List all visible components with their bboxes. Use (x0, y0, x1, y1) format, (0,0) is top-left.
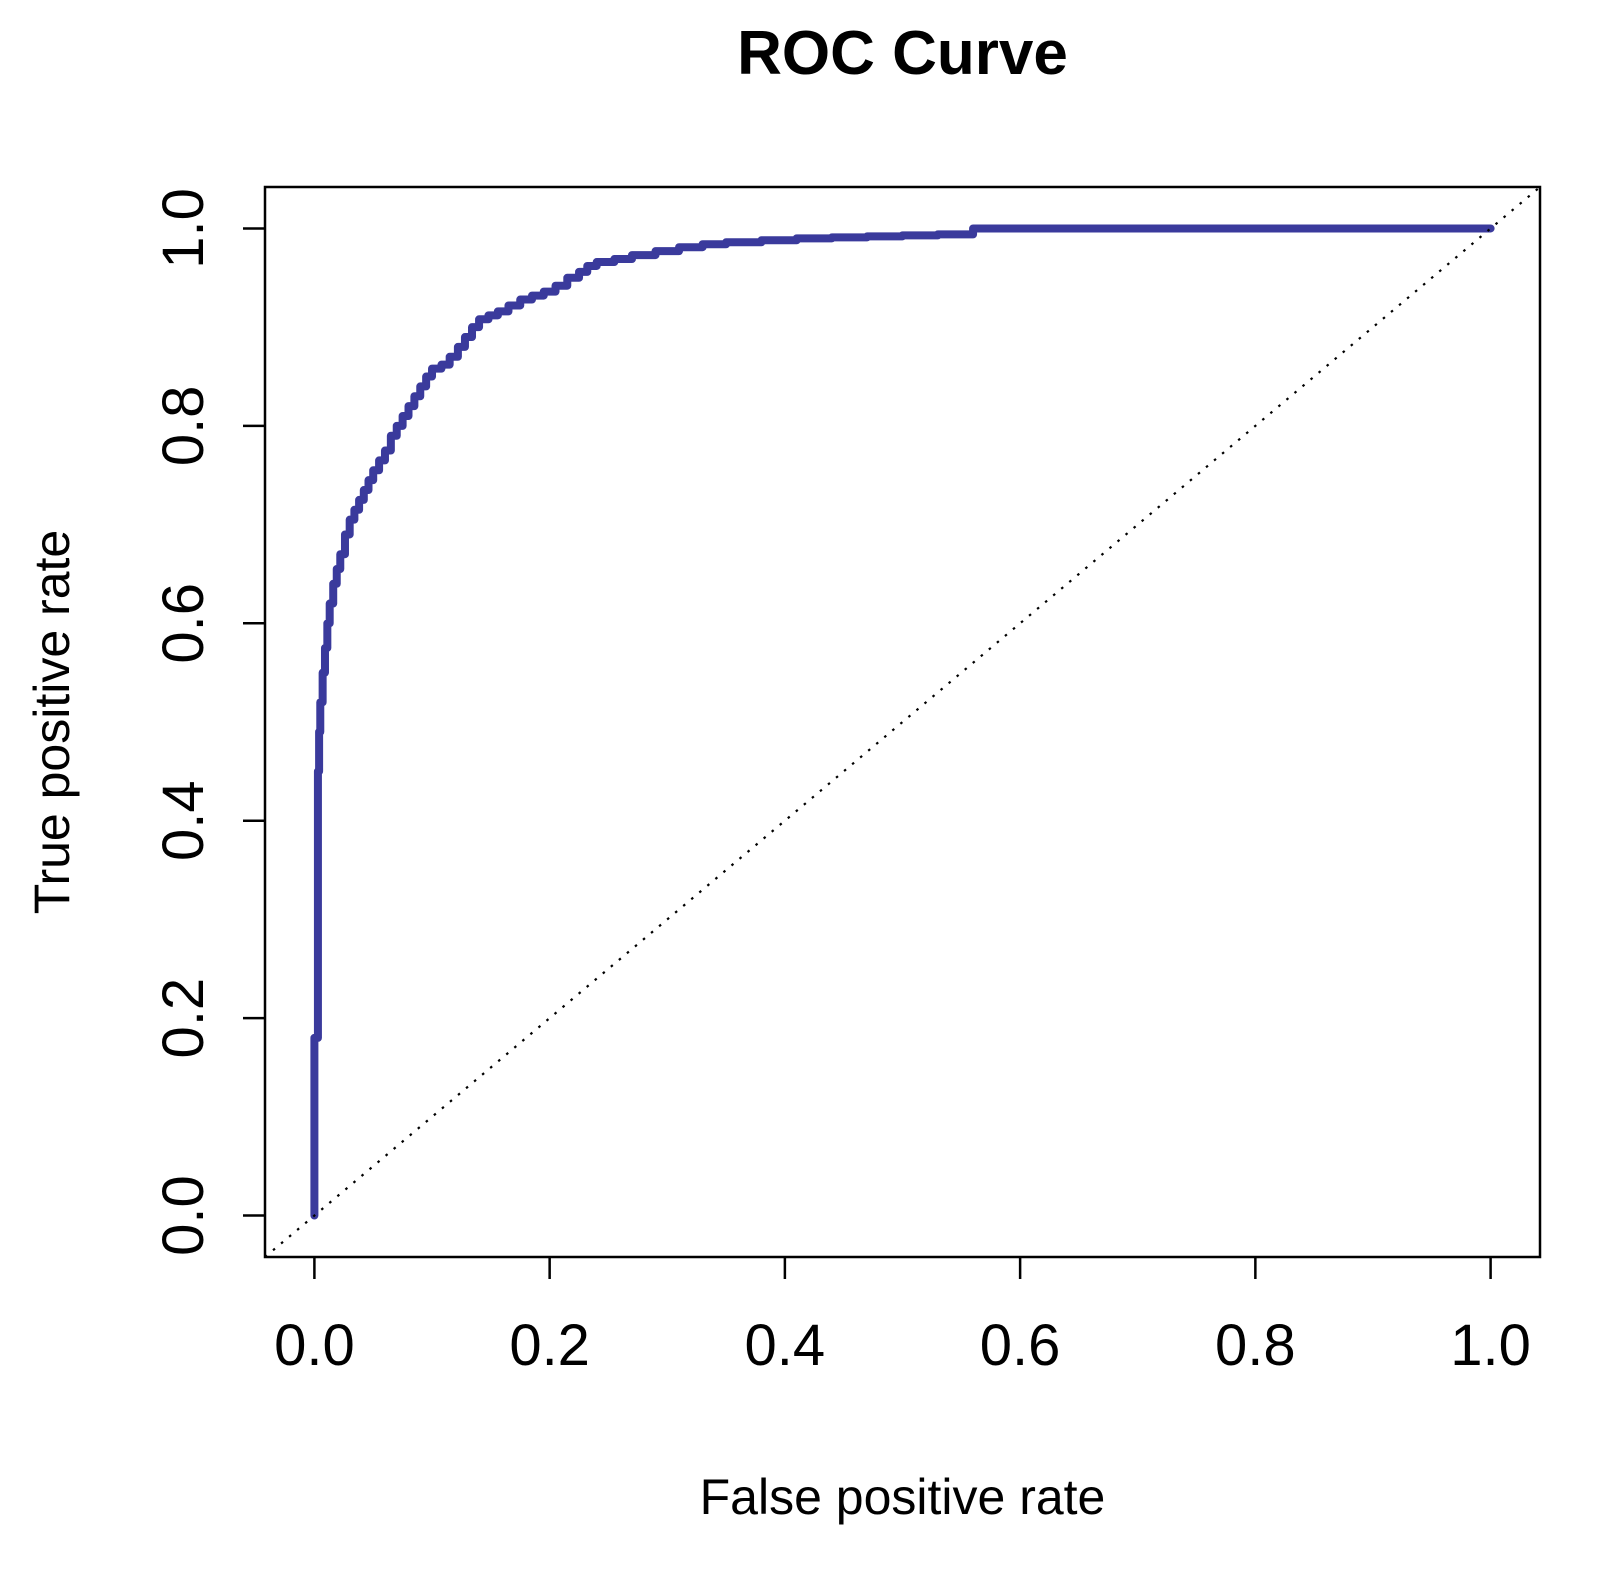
y-tick-label: 0.8 (151, 386, 216, 467)
y-tick-label: 0.6 (151, 583, 216, 664)
y-tick-label: 0.0 (151, 1175, 216, 1256)
x-tick-label: 1.0 (1450, 1313, 1531, 1378)
y-tick-label: 0.4 (151, 780, 216, 861)
roc-curve-path (310, 224, 1495, 1220)
x-tick-label: 0.4 (745, 1313, 826, 1378)
y-tick-label: 1.0 (151, 188, 216, 269)
x-axis-label: False positive rate (699, 1469, 1106, 1525)
chance-diagonal-line (264, 186, 1541, 1258)
chart-title: ROC Curve (737, 19, 1068, 88)
x-tick-label: 0.8 (1215, 1313, 1296, 1378)
x-tick-label: 0.2 (509, 1313, 590, 1378)
plot-box (263, 185, 1542, 1259)
x-tick-label: 0.0 (274, 1313, 355, 1378)
y-tick-label: 0.2 (151, 978, 216, 1059)
x-tick-label: 0.6 (980, 1313, 1061, 1378)
